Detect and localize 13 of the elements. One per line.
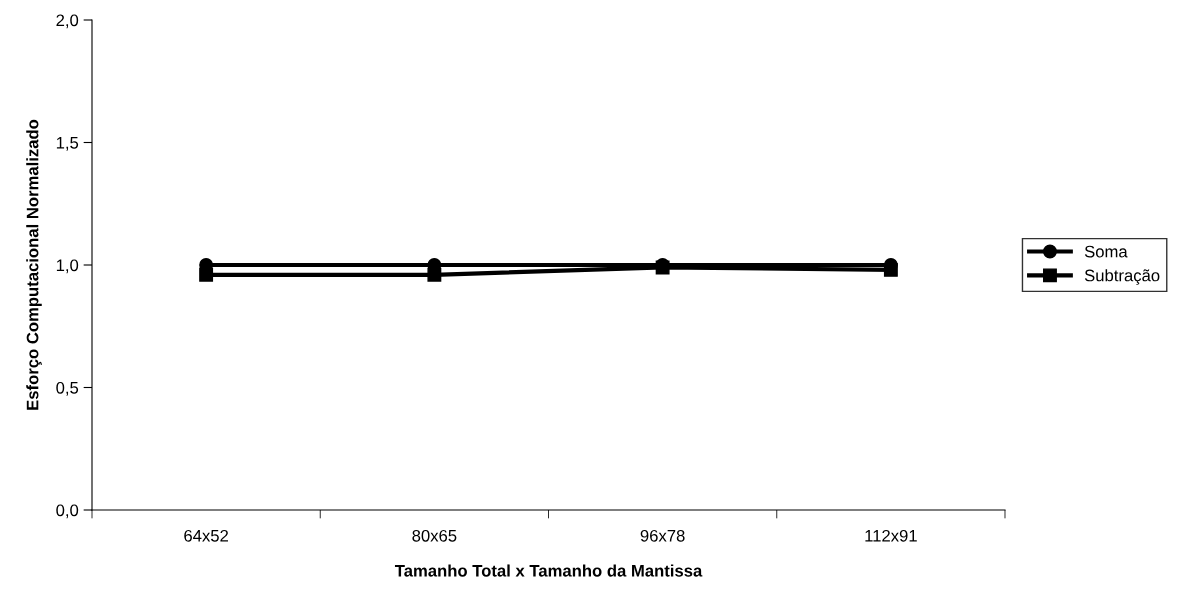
y-tick-label: 1,5 xyxy=(56,137,79,151)
y-tick-label: 0,5 xyxy=(56,381,79,396)
x-axis-title: Tamanho Total x Tamanho da Mantissa xyxy=(394,564,703,577)
y-axis-title: Esforço Computacional Normalizado xyxy=(26,119,42,410)
x-tick-label: 112x91 xyxy=(865,529,917,542)
x-tick-label: 96x78 xyxy=(640,529,685,542)
y-tick-label: 2,0 xyxy=(56,14,79,29)
y-tick-label: 1,0 xyxy=(56,259,79,274)
x-tick-label: 64x52 xyxy=(184,529,228,542)
x-tick-label: 80x65 xyxy=(412,529,457,542)
legend-label: Soma xyxy=(1084,245,1128,258)
legend-label: Subtração xyxy=(1084,269,1160,285)
y-tick-label: 0,0 xyxy=(56,504,79,519)
